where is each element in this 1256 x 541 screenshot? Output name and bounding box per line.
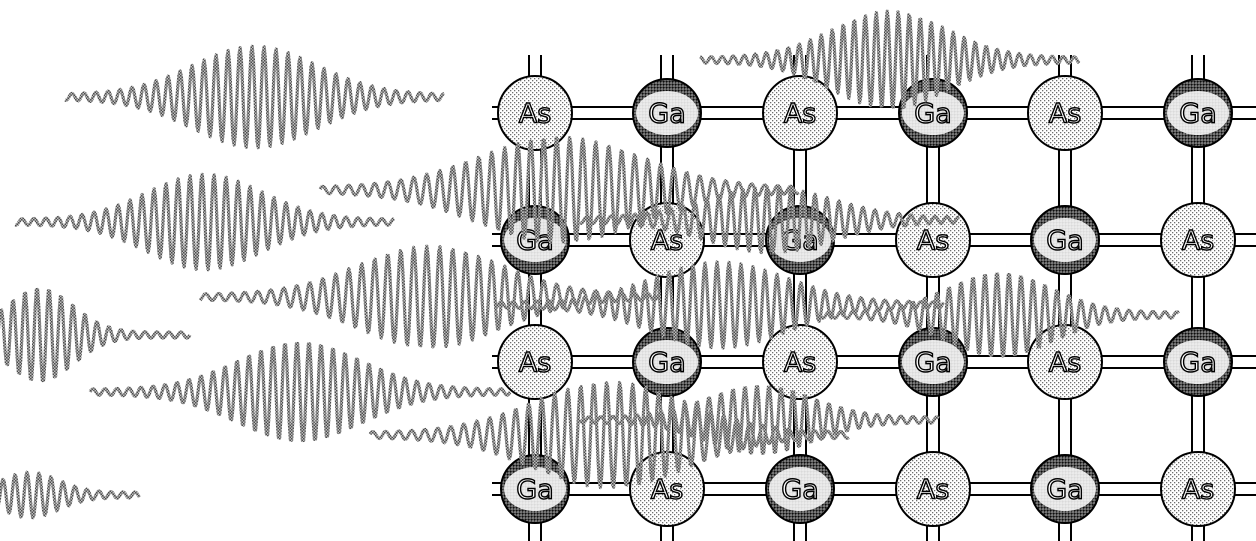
wave-packet-5 bbox=[0, 470, 141, 520]
atom-as-r3c5: As bbox=[1027, 324, 1103, 400]
wave-packet-11 bbox=[818, 272, 1180, 358]
wave-packet-2 bbox=[14, 172, 395, 272]
atom-label: As bbox=[917, 475, 950, 506]
atom-label: Ga bbox=[914, 99, 951, 130]
wave-packet-9 bbox=[699, 9, 1081, 109]
atom-label: As bbox=[1182, 475, 1215, 506]
wave-packet-4 bbox=[88, 341, 512, 443]
atom-label: Ga bbox=[914, 348, 951, 379]
wave-packet-10 bbox=[494, 260, 946, 350]
atom-label: As bbox=[519, 348, 552, 379]
wave-packet-12 bbox=[579, 185, 960, 255]
wave-packet-3 bbox=[0, 287, 192, 383]
wave-packet-1 bbox=[64, 44, 445, 150]
atom-label: As bbox=[519, 99, 552, 130]
atom-as-r4c4: As bbox=[895, 451, 971, 527]
atom-as-r4c2: As bbox=[629, 451, 705, 527]
atom-label: Ga bbox=[781, 475, 818, 506]
atom-ga-r3c6: Ga bbox=[1163, 327, 1233, 397]
wave-packet-7 bbox=[198, 244, 661, 349]
atom-label: As bbox=[917, 226, 950, 257]
wave-packets bbox=[0, 9, 1180, 520]
atom-ga-r1c4: Ga bbox=[898, 78, 968, 148]
atom-label: Ga bbox=[516, 475, 553, 506]
atom-label: As bbox=[1049, 99, 1082, 130]
atom-ga-r1c6: Ga bbox=[1163, 78, 1233, 148]
wave-packet-13 bbox=[578, 385, 940, 455]
atom-as-r2c4: As bbox=[895, 202, 971, 278]
atom-label: Ga bbox=[648, 99, 685, 130]
bond-row-2 bbox=[492, 233, 1256, 247]
atom-ga-r2c5: Ga bbox=[1030, 205, 1100, 275]
atom-ga-r4c1: Ga bbox=[500, 454, 570, 524]
atom-as-r3c1: As bbox=[497, 324, 573, 400]
bond-row-4 bbox=[492, 482, 1256, 496]
atom-as-r4c6: As bbox=[1160, 451, 1236, 527]
atom-label: As bbox=[1049, 348, 1082, 379]
atom-ga-r1c2: Ga bbox=[632, 78, 702, 148]
atom-label: Ga bbox=[1046, 226, 1083, 257]
atom-label: As bbox=[1182, 226, 1215, 257]
atom-as-r1c1: As bbox=[497, 75, 573, 151]
atom-label: Ga bbox=[1179, 99, 1216, 130]
atom-ga-r2c1: Ga bbox=[500, 205, 570, 275]
atom-label: As bbox=[784, 99, 817, 130]
atom-label: Ga bbox=[1046, 475, 1083, 506]
atom-layer: As Ga As Ga As Ga Ga As Ga As Ga As As Ga As Ga As Ga Ga As… bbox=[497, 75, 1236, 527]
atom-as-r1c3: As bbox=[762, 75, 838, 151]
bond-row-1 bbox=[492, 106, 1256, 120]
atom-label: As bbox=[651, 475, 684, 506]
atom-label: Ga bbox=[648, 348, 685, 379]
atom-ga-r3c2: Ga bbox=[632, 327, 702, 397]
atom-as-r1c5: As bbox=[1027, 75, 1103, 151]
atom-ga-r4c3: Ga bbox=[765, 454, 835, 524]
atom-ga-r4c5: Ga bbox=[1030, 454, 1100, 524]
atom-as-r2c6: As bbox=[1160, 202, 1236, 278]
atom-label: Ga bbox=[1179, 348, 1216, 379]
atom-label: As bbox=[784, 348, 817, 379]
atom-as-r3c3: As bbox=[762, 324, 838, 400]
bond-row-3 bbox=[492, 355, 1256, 369]
